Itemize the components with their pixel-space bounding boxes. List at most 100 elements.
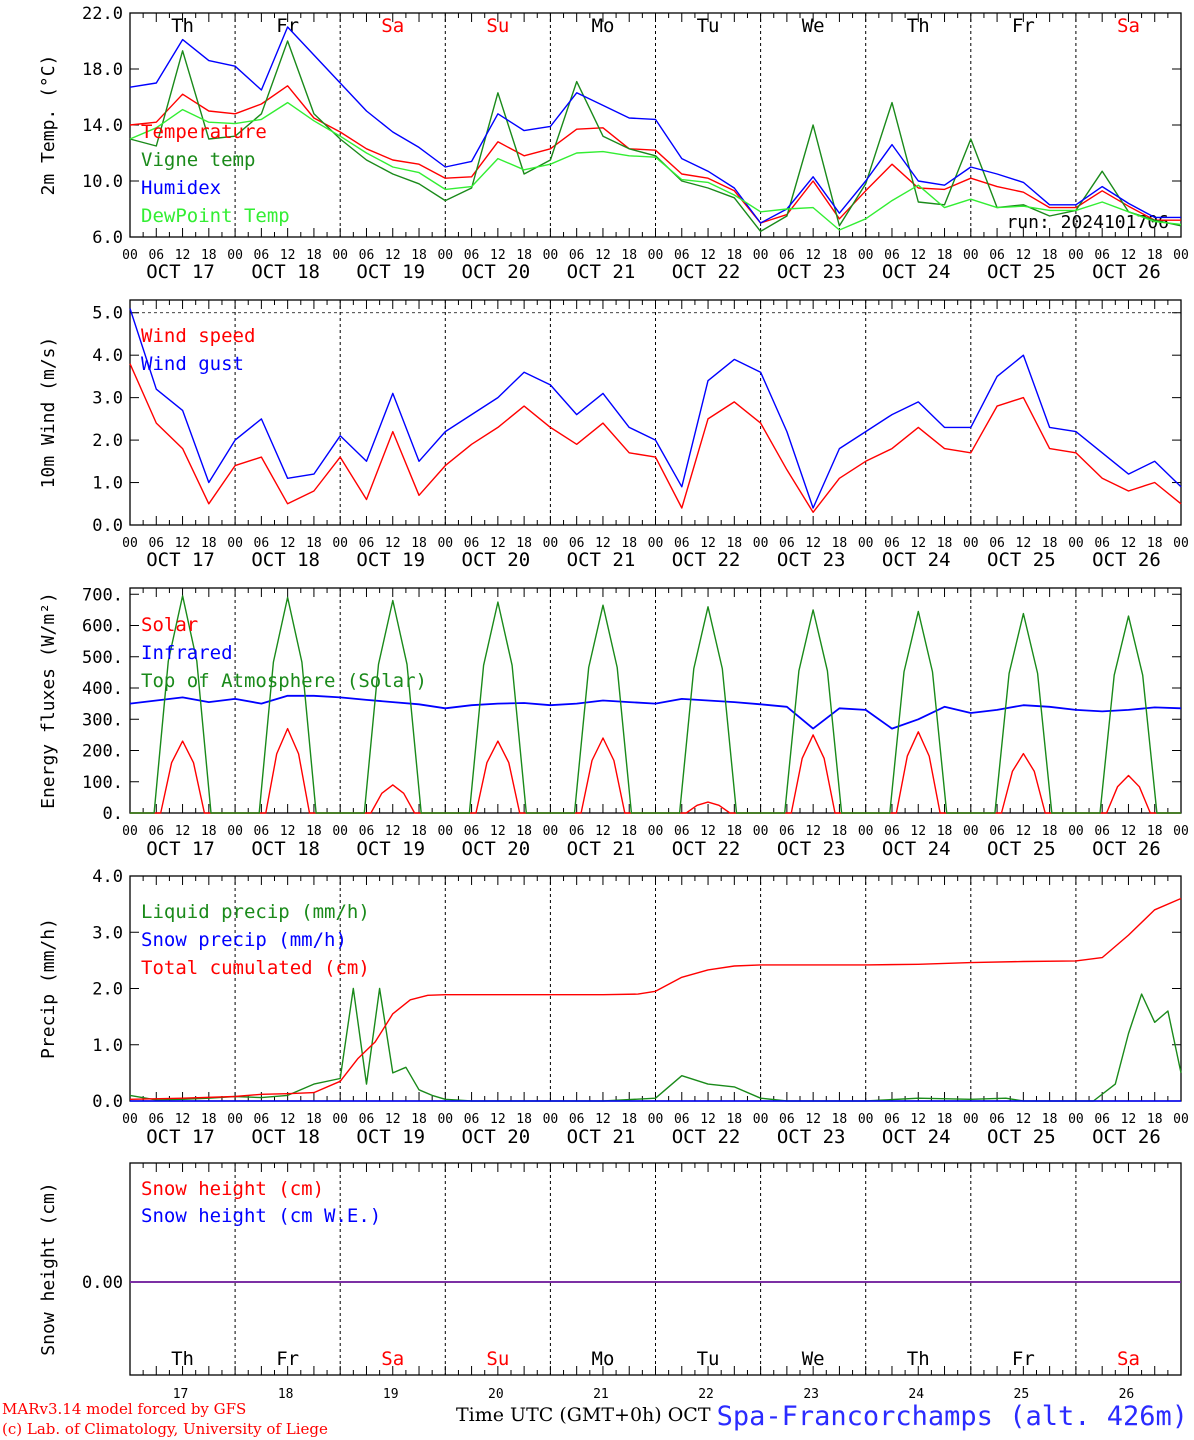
hour-tick-label: 12 bbox=[595, 248, 611, 263]
hour-tick-label: 06 bbox=[464, 1112, 480, 1127]
date-label: OCT 17 bbox=[146, 838, 215, 860]
hour-tick-label: 12 bbox=[280, 248, 296, 263]
weekday-label: Fr bbox=[1012, 15, 1035, 37]
hour-tick-label: 18 bbox=[411, 536, 427, 551]
hour-tick-label: 18 bbox=[726, 1112, 742, 1127]
date-label: OCT 21 bbox=[567, 549, 636, 571]
hour-tick-label: 06 bbox=[989, 824, 1005, 839]
y-tick-label: 22.0 bbox=[82, 4, 123, 24]
date-label: OCT 20 bbox=[462, 1126, 531, 1148]
legend-entry: Top of Atmosphere (Solar) bbox=[141, 670, 427, 692]
hour-tick-label: 18 bbox=[201, 824, 217, 839]
hour-tick-label: 12 bbox=[805, 824, 821, 839]
series-line-red bbox=[129, 897, 1182, 1100]
y-tick-label: 18.0 bbox=[82, 60, 123, 80]
hour-tick-label: 18 bbox=[832, 536, 848, 551]
hour-tick-label: 18 bbox=[832, 1112, 848, 1127]
date-label: OCT 19 bbox=[356, 1126, 425, 1148]
date-label: OCT 24 bbox=[882, 261, 951, 283]
legend-entry: Snow precip (mm/h) bbox=[141, 929, 347, 951]
day-number-label: 21 bbox=[593, 1387, 609, 1402]
hour-tick-label: 12 bbox=[805, 248, 821, 263]
date-label: OCT 23 bbox=[777, 1126, 846, 1148]
weekday-label: Tu bbox=[697, 15, 720, 37]
y-tick-label: 100. bbox=[82, 773, 123, 793]
hour-tick-label: 06 bbox=[779, 248, 795, 263]
date-label: OCT 19 bbox=[356, 261, 425, 283]
hour-tick-label: 00 bbox=[963, 824, 979, 839]
hour-tick-label: 00 bbox=[543, 248, 559, 263]
hour-tick-label: 18 bbox=[201, 536, 217, 551]
hour-tick-label: 18 bbox=[411, 824, 427, 839]
hour-tick-label: 12 bbox=[1121, 1112, 1137, 1127]
hour-tick-label: 18 bbox=[516, 824, 532, 839]
hour-tick-label: 06 bbox=[254, 1112, 270, 1127]
hour-tick-label: 12 bbox=[700, 1112, 716, 1127]
hour-tick-label: 06 bbox=[569, 824, 585, 839]
hour-tick-label: 12 bbox=[595, 536, 611, 551]
hour-tick-label: 12 bbox=[385, 536, 401, 551]
hour-tick-label: 06 bbox=[254, 824, 270, 839]
hour-tick-label: 18 bbox=[726, 536, 742, 551]
hour-tick-label: 00 bbox=[858, 248, 874, 263]
weekday-label: Th bbox=[171, 15, 194, 37]
hour-tick-label: 06 bbox=[779, 536, 795, 551]
y-axis-label: Snow height (cm) bbox=[38, 1182, 59, 1355]
hour-tick-label: 06 bbox=[674, 1112, 690, 1127]
y-tick-label: 0. bbox=[103, 804, 123, 824]
hour-tick-label: 12 bbox=[385, 824, 401, 839]
day-number-label: 26 bbox=[1119, 1387, 1135, 1402]
y-axis-label: 10m Wind (m/s) bbox=[38, 337, 59, 489]
y-tick-label: 500. bbox=[82, 648, 123, 668]
hour-tick-label: 12 bbox=[490, 248, 506, 263]
date-label: OCT 20 bbox=[462, 549, 531, 571]
hour-tick-label: 12 bbox=[1016, 824, 1032, 839]
y-tick-label: 4.0 bbox=[92, 867, 123, 887]
hour-tick-label: 00 bbox=[332, 1112, 348, 1127]
hour-tick-label: 00 bbox=[648, 824, 664, 839]
hour-tick-label: 18 bbox=[201, 248, 217, 263]
hour-tick-label: 00 bbox=[858, 824, 874, 839]
hour-tick-label: 00 bbox=[437, 1112, 453, 1127]
legend-entry: Wind gust bbox=[141, 353, 244, 375]
date-label: OCT 24 bbox=[882, 1126, 951, 1148]
date-label: OCT 17 bbox=[146, 549, 215, 571]
hour-tick-label: 18 bbox=[1147, 824, 1163, 839]
weekday-label: Su bbox=[486, 15, 509, 37]
hour-tick-label: 18 bbox=[621, 1112, 637, 1127]
y-tick-label: 200. bbox=[82, 742, 123, 762]
hour-tick-label: 00 bbox=[1173, 536, 1189, 551]
hour-tick-label: 12 bbox=[280, 1112, 296, 1127]
y-tick-label: 0.0 bbox=[92, 1092, 123, 1112]
station-title: Spa-Francorchamps (alt. 426m) bbox=[716, 1401, 1188, 1432]
weekday-label: Th bbox=[907, 15, 930, 37]
date-label: OCT 17 bbox=[146, 1126, 215, 1148]
series-line-lightgreen bbox=[129, 101, 1182, 231]
hour-tick-label: 06 bbox=[884, 536, 900, 551]
hour-tick-label: 06 bbox=[884, 248, 900, 263]
hour-tick-label: 12 bbox=[595, 1112, 611, 1127]
hour-tick-label: 18 bbox=[621, 248, 637, 263]
hour-tick-label: 00 bbox=[753, 1112, 769, 1127]
date-label: OCT 22 bbox=[672, 261, 741, 283]
hour-tick-label: 00 bbox=[1173, 824, 1189, 839]
date-label: OCT 18 bbox=[251, 261, 320, 283]
hour-tick-label: 00 bbox=[543, 824, 559, 839]
hour-tick-label: 00 bbox=[1068, 248, 1084, 263]
date-label: OCT 25 bbox=[987, 261, 1056, 283]
hour-tick-label: 18 bbox=[1147, 1112, 1163, 1127]
date-label: OCT 18 bbox=[251, 549, 320, 571]
y-tick-label: 5.0 bbox=[92, 304, 123, 324]
hour-tick-label: 12 bbox=[175, 536, 191, 551]
hour-tick-label: 18 bbox=[201, 1112, 217, 1127]
date-label: OCT 21 bbox=[567, 261, 636, 283]
hour-tick-label: 00 bbox=[543, 1112, 559, 1127]
hour-tick-label: 18 bbox=[516, 248, 532, 263]
hour-tick-label: 12 bbox=[490, 824, 506, 839]
hour-tick-label: 12 bbox=[805, 536, 821, 551]
y-tick-label: 700. bbox=[82, 585, 123, 605]
hour-tick-label: 12 bbox=[1121, 824, 1137, 839]
hour-tick-label: 06 bbox=[359, 248, 375, 263]
hour-tick-label: 00 bbox=[227, 248, 243, 263]
hour-tick-label: 00 bbox=[648, 1112, 664, 1127]
